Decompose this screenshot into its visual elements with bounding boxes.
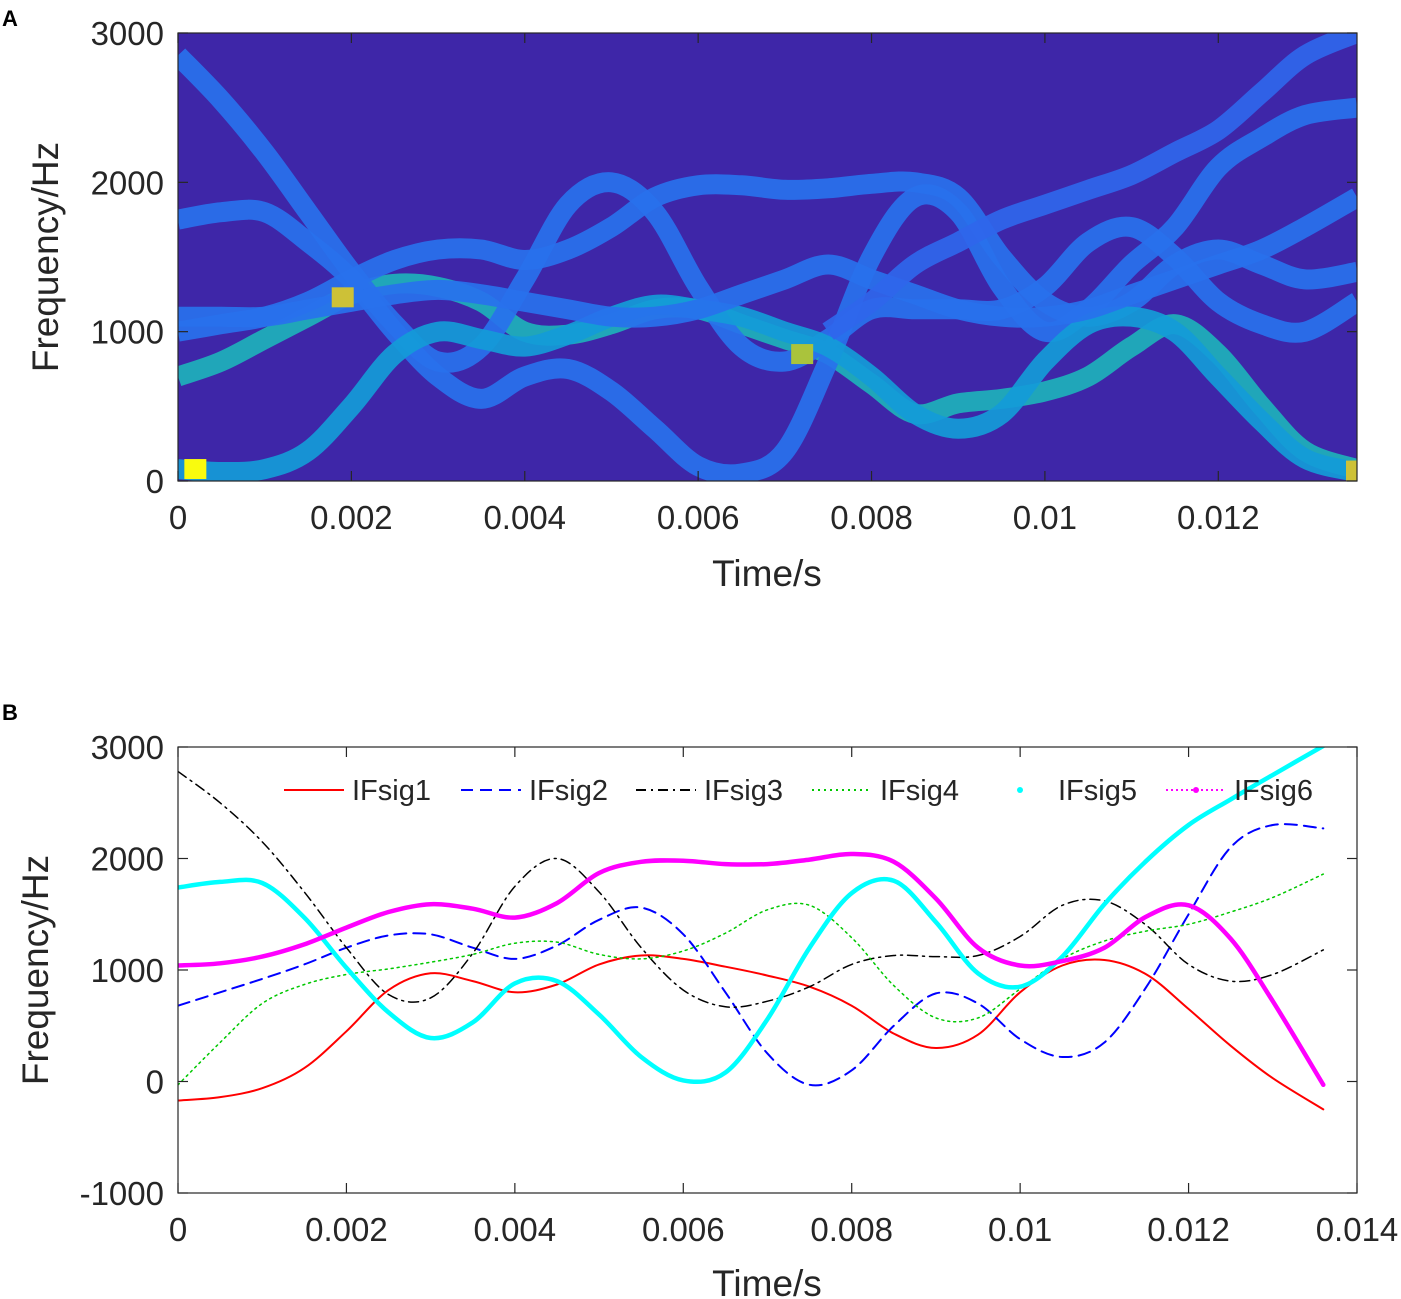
panel-a-xtick-label: 0.002: [310, 499, 393, 536]
panel-b-ytick-label: 2000: [91, 841, 164, 878]
panel-b-label: B: [2, 700, 18, 725]
panel-b-ytick-label: -1000: [80, 1175, 164, 1212]
panel-b-axes: 0 0.002 0.004 0.006 0.008 0.01 0.012 0.014 -1000…: [80, 729, 1399, 1248]
plot-b-lines: [178, 747, 1326, 1111]
panel-a-xtick-label: 0.01: [1013, 499, 1077, 536]
panel-b-xtick-label: 0.004: [474, 1211, 557, 1248]
panel-b-xtick-label: 0.012: [1147, 1211, 1230, 1248]
heatmap-ridge: [178, 188, 1357, 328]
panel-b-xtick-label: 0.01: [988, 1211, 1052, 1248]
panel-a-ytick-label: 1000: [91, 314, 164, 351]
panel-a-ytick-label: 2000: [91, 164, 164, 201]
panel-a-xlabel: Time/s: [712, 553, 822, 594]
panel-b-ytick-label: 0: [146, 1064, 164, 1101]
legend-marker-ifsig6: [1193, 787, 1199, 793]
series-line-ifsig6: [178, 851, 1326, 1088]
heatmap-hotspot: [791, 344, 814, 365]
panel-b-ylabel: Frequency/Hz: [15, 855, 56, 1085]
series-line-ifsig1: [178, 954, 1325, 1111]
panel-b-xtick-label: 0.014: [1316, 1211, 1399, 1248]
panel-a: A 0 0.002 0.004 0.006 0.008 0.01 0.012 0 1000 200…: [2, 6, 1358, 594]
series-line-ifsig3: [178, 770, 1325, 1008]
legend-label-ifsig5: IFsig5: [1058, 775, 1137, 807]
legend-label-ifsig1: IFsig1: [352, 775, 431, 807]
panel-b-xlabel: Time/s: [712, 1263, 822, 1299]
legend-swatch-ifsig5: [1017, 787, 1023, 793]
panel-a-label: A: [2, 6, 18, 31]
legend-label-ifsig2: IFsig2: [529, 775, 608, 807]
series-line-ifsig5: [178, 747, 1326, 1085]
heatmap-ridge: [178, 48, 1357, 373]
panel-a-xtick-label: 0.008: [830, 499, 913, 536]
legend: IFsig1 IFsig2 IFsig3 IFsig4 IFsig5 IFsig6: [284, 775, 1313, 807]
panel-b: B 0 0.002 0.004 0.006 0.008 0.01 0.012 0.014 -10…: [2, 700, 1398, 1299]
heatmap-ridge: [822, 33, 1357, 340]
heatmap-hotspot: [331, 287, 354, 308]
panel-a-xtick-label: 0.004: [483, 499, 566, 536]
heatmap-hotspot: [1346, 460, 1357, 481]
panel-a-ytick-label: 0: [146, 463, 164, 500]
panel-b-xtick-label: 0.006: [642, 1211, 725, 1248]
plot-b-background: [178, 747, 1357, 1193]
panel-a-ytick-label: 3000: [91, 15, 164, 52]
panel-a-xtick-label: 0: [169, 499, 187, 536]
panel-a-xtick-label: 0.012: [1177, 499, 1260, 536]
panel-a-axes: 0 0.002 0.004 0.006 0.008 0.01 0.012 0 1000 2000 3…: [91, 15, 1357, 536]
panel-b-ytick-label: 3000: [91, 729, 164, 766]
panel-a-xtick-label: 0.006: [657, 499, 740, 536]
legend-label-ifsig4: IFsig4: [880, 775, 959, 807]
legend-label-ifsig3: IFsig3: [704, 775, 783, 807]
heatmap-hotspot: [184, 459, 207, 480]
panel-b-ytick-label: 1000: [91, 952, 164, 989]
panel-a-ylabel: Frequency/Hz: [25, 142, 66, 372]
heatmap-frame: [177, 32, 1358, 482]
panel-b-xtick-label: 0.002: [305, 1211, 388, 1248]
panel-b-xtick-label: 0: [169, 1211, 187, 1248]
legend-label-ifsig6: IFsig6: [1234, 775, 1313, 807]
heatmap-ridges: [178, 33, 1357, 481]
heatmap-ridge: [178, 294, 1357, 481]
panel-b-xtick-label: 0.008: [810, 1211, 893, 1248]
series-line-ifsig2: [178, 823, 1325, 1087]
